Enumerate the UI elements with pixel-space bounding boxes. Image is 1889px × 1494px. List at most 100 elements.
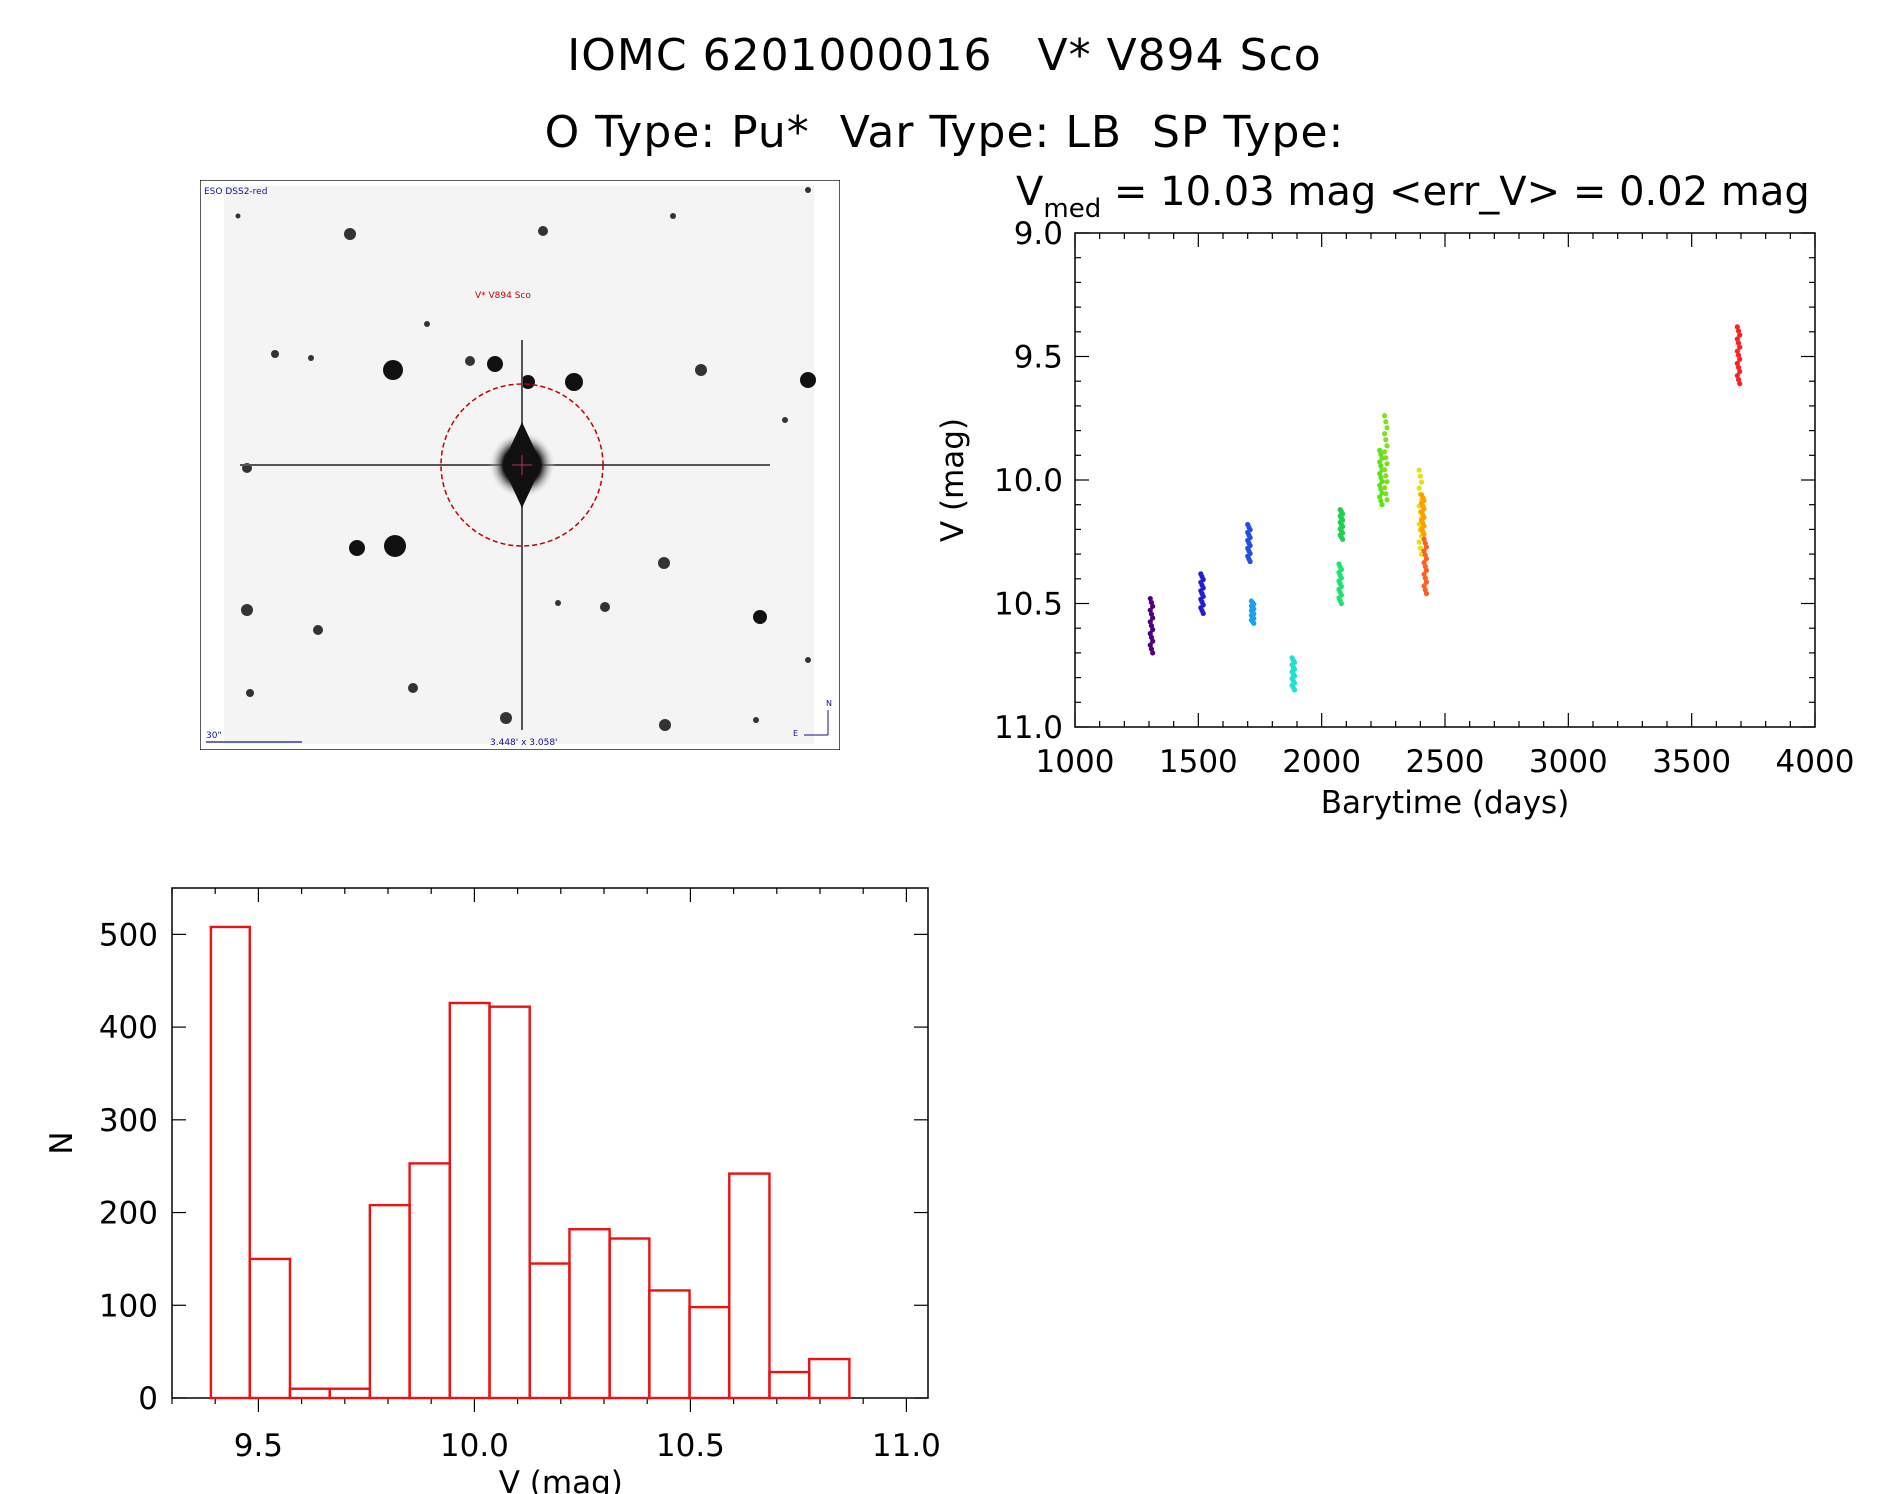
lc-xtick-label: 2500 — [1406, 744, 1485, 780]
lc-point — [1246, 548, 1252, 554]
lc-series-seg5 — [1289, 655, 1298, 693]
lc-point — [1378, 463, 1384, 469]
lc-point — [1423, 556, 1430, 562]
lc-point — [1337, 598, 1343, 604]
lc-point — [1422, 563, 1428, 570]
lc-plot-frame — [1074, 232, 1816, 728]
lc-point — [1198, 605, 1204, 611]
lc-point — [1148, 611, 1155, 617]
hist-bar — [288, 1387, 331, 1400]
lc-point — [1421, 531, 1427, 537]
lc-point — [1340, 536, 1346, 542]
lc-point — [1379, 455, 1385, 461]
sky-image-panel: ESO DSS2-red V* V894 Sco 30" 3.448' x 3.… — [200, 180, 840, 750]
lc-point — [1199, 591, 1205, 597]
lc-xtick-label: 1000 — [1036, 744, 1115, 780]
lc-point — [1246, 556, 1252, 562]
lc-point — [1337, 532, 1343, 538]
lc-point — [1289, 682, 1295, 688]
hist-bar — [248, 1257, 292, 1400]
lc-point — [1338, 600, 1344, 607]
lc-title: Vmed = 10.03 mag <err_V> = 0.02 mag — [1016, 169, 1810, 224]
lc-point — [1199, 582, 1205, 588]
hist-xtick-label: 9.5 — [234, 1428, 283, 1464]
lc-point — [1383, 491, 1389, 497]
lc-point — [1251, 615, 1257, 622]
lc-point — [1337, 581, 1343, 587]
lc-point — [1734, 324, 1740, 330]
lc-point — [1421, 514, 1427, 521]
lc-point — [1377, 471, 1383, 477]
lc-point — [1245, 521, 1251, 528]
lc-point — [1247, 535, 1253, 541]
lc-point — [1150, 615, 1156, 621]
lc-point — [1248, 607, 1254, 614]
compass: N E — [793, 699, 832, 738]
lc-point — [1290, 685, 1296, 691]
lc-point — [1338, 583, 1344, 590]
lc-point — [1734, 348, 1740, 354]
lc-point — [1338, 515, 1344, 521]
hist-ytick-label: 400 — [99, 1010, 158, 1046]
lc-point — [1338, 534, 1344, 540]
lc-point — [1735, 340, 1742, 346]
lc-point — [1200, 610, 1206, 616]
lc-point — [1337, 507, 1343, 513]
lc-point — [1421, 559, 1427, 566]
lc-point — [1419, 492, 1425, 498]
lc-point — [1734, 372, 1740, 379]
lc-point — [1247, 543, 1253, 549]
lc-point — [1337, 572, 1343, 578]
lc-point — [1422, 587, 1428, 593]
fov-label: 3.448' x 3.058' — [490, 738, 558, 748]
lc-point — [1383, 437, 1389, 443]
lc-point — [1737, 332, 1743, 338]
hist-plot-frame — [171, 887, 929, 1399]
lc-point — [1250, 619, 1256, 625]
lc-xtick-label: 4000 — [1776, 744, 1855, 780]
lc-point — [1384, 443, 1390, 449]
lc-ytick-label: 10.0 — [994, 463, 1063, 499]
hist-ylabel: N — [44, 1131, 80, 1154]
lc-point — [1384, 497, 1390, 503]
lc-series-seg12 — [1421, 536, 1430, 597]
lc-point — [1423, 579, 1430, 585]
lc-ytick-label: 9.5 — [1014, 340, 1063, 376]
lc-point — [1383, 419, 1389, 425]
lc-point — [1291, 680, 1298, 686]
target-star — [240, 340, 770, 730]
lc-point — [1148, 646, 1155, 652]
hist-bar — [568, 1228, 611, 1400]
lc-ytick-label: 11.0 — [994, 710, 1063, 746]
lc-point — [1382, 413, 1388, 419]
lc-point — [1417, 527, 1423, 533]
hist-ytick-label: 100 — [99, 1288, 158, 1324]
hist-xtick-label: 11.0 — [872, 1428, 941, 1464]
lc-point — [1247, 550, 1253, 557]
lc-point — [1422, 540, 1428, 546]
lc-point — [1150, 627, 1156, 633]
lc-point — [1416, 539, 1422, 545]
lc-ytick-label: 10.5 — [994, 587, 1063, 623]
hist-xtick-label: 10.5 — [656, 1428, 725, 1464]
hist-ytick-label: 200 — [99, 1196, 158, 1232]
lc-point — [1420, 511, 1426, 518]
lc-point — [1291, 666, 1298, 672]
lc-point — [1150, 650, 1156, 656]
hist-bar — [408, 1162, 451, 1400]
lc-point — [1289, 662, 1295, 668]
lc-series-seg13 — [1734, 324, 1743, 387]
lc-point — [1734, 360, 1740, 366]
target-label: V* V894 Sco — [475, 291, 531, 301]
hist-bar — [808, 1357, 851, 1400]
lc-point — [1423, 591, 1430, 597]
lc-point — [1198, 571, 1204, 577]
lc-point — [1417, 509, 1423, 515]
lc-point — [1383, 455, 1389, 461]
lc-point — [1248, 612, 1254, 618]
lc-point — [1198, 588, 1204, 594]
lc-point — [1245, 537, 1251, 543]
lc-point — [1200, 585, 1206, 591]
lc-point — [1289, 675, 1295, 682]
lc-point — [1248, 603, 1254, 609]
